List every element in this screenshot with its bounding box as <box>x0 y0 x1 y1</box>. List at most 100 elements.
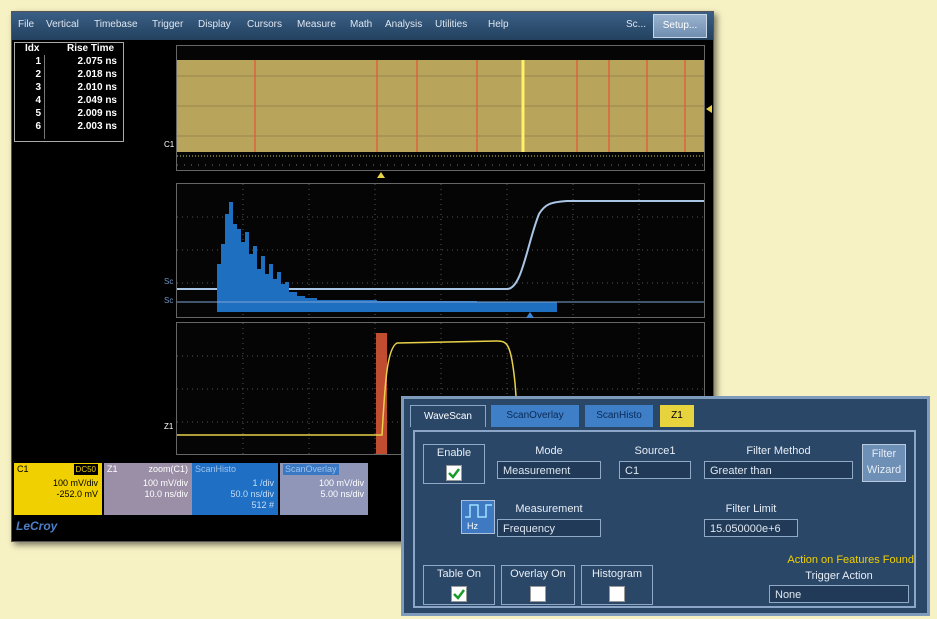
table-on-checkbox[interactable] <box>451 586 467 602</box>
filter-method-label: Filter Method <box>746 445 811 457</box>
menu-math[interactable]: Math <box>350 19 373 30</box>
c1-descriptor-tile[interactable]: C1 DC50 100 mV/div -252.0 mV <box>14 463 102 515</box>
table-row[interactable]: 1 2.075 ns <box>15 56 123 68</box>
zoom-waveform <box>177 323 704 454</box>
overlay-on-checkbox[interactable] <box>530 586 546 602</box>
menu-help[interactable]: Help <box>488 19 509 30</box>
z1-tile-title: Z1 <box>107 464 118 474</box>
menu-timebase[interactable]: Timebase <box>94 19 138 30</box>
histogram-label: Histogram <box>591 568 643 580</box>
scanhisto-count: 512 # <box>251 500 274 510</box>
mode-label: Mode <box>535 445 563 457</box>
filter-method-select[interactable]: Greater than <box>704 461 853 479</box>
source-label: Source1 <box>634 445 676 457</box>
menu-bar: File Vertical Timebase Trigger Display C… <box>12 12 713 40</box>
scan-overlay-trace-label: Sc <box>164 277 174 286</box>
tab-wavescan[interactable]: WaveScan <box>410 405 486 427</box>
table-row[interactable]: 3 2.010 ns <box>15 82 123 94</box>
c1-waveform-grid[interactable] <box>176 45 705 171</box>
frequency-measurement-icon[interactable]: Hz <box>461 500 495 534</box>
z1-volts-per-div: 100 mV/div <box>142 478 188 488</box>
scanoverlay-descriptor-tile[interactable]: ScanOverlay 100 mV/div 5.00 ns/div <box>280 463 368 515</box>
check-icon <box>453 589 465 600</box>
level-marker-icon[interactable] <box>706 105 712 113</box>
enable-checkbox[interactable] <box>446 465 462 481</box>
c1-tile-title: C1 <box>17 464 29 474</box>
lecroy-logo: LeCroy <box>16 519 58 533</box>
action-on-features-label: Action on Features Found <box>787 554 914 566</box>
scanoverlay-tile-title: ScanOverlay <box>283 464 339 475</box>
wavescan-dialog: WaveScan ScanOverlay ScanHisto Z1 Enable… <box>401 396 930 616</box>
table-row[interactable]: 2 2.018 ns <box>15 69 123 81</box>
row-value: 2.010 ns <box>77 82 117 93</box>
filter-limit-label: Filter Limit <box>725 503 777 515</box>
scanhisto-per-div: 1 /div <box>252 478 274 488</box>
table-on-group: Table On <box>423 565 495 605</box>
histogram-checkbox[interactable] <box>609 586 625 602</box>
row-value: 2.018 ns <box>77 69 117 80</box>
scanhisto-time-per-div: 50.0 ns/div <box>230 489 274 499</box>
tab-scanoverlay[interactable]: ScanOverlay <box>491 405 579 427</box>
filter-wizard-label-2: Wizard <box>866 464 902 476</box>
z1-descriptor-tile[interactable]: Z1 zoom(C1) 100 mV/div 10.0 ns/div <box>104 463 192 515</box>
c1-trace-label: C1 <box>164 140 175 149</box>
table-divider <box>44 55 45 139</box>
menu-file[interactable]: File <box>18 19 35 30</box>
table-row[interactable]: 5 2.009 ns <box>15 108 123 120</box>
menu-trigger[interactable]: Trigger <box>152 19 184 30</box>
trigger-action-select[interactable]: None <box>769 585 909 603</box>
trigger-action-label: Trigger Action <box>805 570 873 582</box>
z1-time-per-div: 10.0 ns/div <box>144 489 188 499</box>
waveform-glyph-icon <box>465 504 492 518</box>
scanoverlay-volts-per-div: 100 mV/div <box>318 478 364 488</box>
table-header-rise-time: Rise Time <box>67 43 115 54</box>
row-value: 2.009 ns <box>77 108 117 119</box>
z1-zoom-source: zoom(C1) <box>148 464 188 474</box>
coupling-badge: DC50 <box>73 464 98 475</box>
menu-scope[interactable]: Sc... <box>626 19 647 30</box>
row-index: 3 <box>35 82 41 93</box>
z1-trace-label: Z1 <box>164 422 174 431</box>
filter-wizard-button[interactable]: Filter Wizard <box>862 444 906 482</box>
c1-waveform <box>177 60 704 166</box>
row-index: 1 <box>35 56 41 67</box>
menu-cursors[interactable]: Cursors <box>247 19 283 30</box>
setup-button[interactable]: Setup... <box>653 14 707 38</box>
check-icon <box>448 468 460 479</box>
scan-histogram-plot <box>177 184 704 317</box>
menu-utilities[interactable]: Utilities <box>435 19 468 30</box>
menu-display[interactable]: Display <box>198 19 231 30</box>
row-index: 4 <box>35 95 41 106</box>
enable-label: Enable <box>436 447 472 459</box>
row-value: 2.003 ns <box>77 121 117 132</box>
c1-offset: -252.0 mV <box>56 489 98 499</box>
tab-scanhisto[interactable]: ScanHisto <box>585 405 653 427</box>
wavescan-settings: Enable Mode Measurement Source1 C1 Filte… <box>413 430 916 608</box>
table-row[interactable]: 6 2.003 ns <box>15 121 123 133</box>
scanhisto-descriptor-tile[interactable]: ScanHisto 1 /div 50.0 ns/div 512 # <box>192 463 278 515</box>
source-select[interactable]: C1 <box>619 461 691 479</box>
scan-histogram-grid[interactable] <box>176 183 705 318</box>
overlay-on-group: Overlay On <box>501 565 575 605</box>
overlay-on-label: Overlay On <box>510 568 566 580</box>
histogram-group: Histogram <box>581 565 653 605</box>
tab-z1[interactable]: Z1 <box>660 405 694 427</box>
menu-vertical[interactable]: Vertical <box>46 19 79 30</box>
row-value: 2.075 ns <box>77 56 117 67</box>
filter-wizard-label-1: Filter <box>871 448 897 460</box>
row-value: 2.049 ns <box>77 95 117 106</box>
histo-marker-icon[interactable] <box>526 312 534 318</box>
scanoverlay-time-per-div: 5.00 ns/div <box>320 489 364 499</box>
menu-measure[interactable]: Measure <box>297 19 336 30</box>
scan-histo-trace-label: Sc <box>164 296 174 305</box>
mode-select[interactable]: Measurement <box>497 461 601 479</box>
oscilloscope-window: File Vertical Timebase Trigger Display C… <box>11 11 714 542</box>
enable-group: Enable <box>423 444 485 484</box>
scanhisto-tile-title: ScanHisto <box>195 464 237 474</box>
filter-limit-input[interactable]: 15.050000e+6 <box>704 519 798 537</box>
table-row[interactable]: 4 2.049 ns <box>15 95 123 107</box>
menu-analysis[interactable]: Analysis <box>385 19 423 30</box>
trigger-marker-icon[interactable] <box>377 172 385 178</box>
measurement-select[interactable]: Frequency <box>497 519 601 537</box>
row-index: 6 <box>35 121 41 132</box>
